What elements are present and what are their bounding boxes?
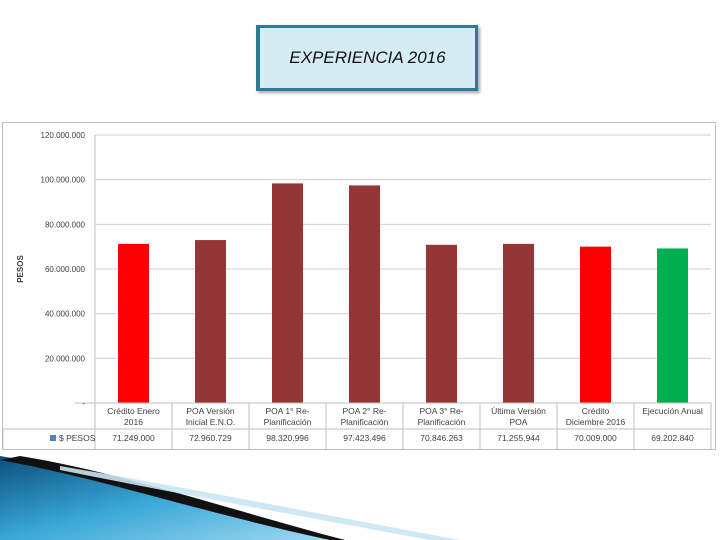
y-tick-label: 80.000.000: [45, 220, 86, 229]
bar: [195, 240, 226, 403]
category-label: POA 2° Re-: [342, 406, 386, 416]
category-label: Última Versión: [491, 406, 546, 416]
value-label: 69.202.840: [651, 433, 694, 443]
bar: [426, 244, 457, 403]
bar: [349, 185, 380, 403]
legend-label: $ PESOS: [59, 433, 96, 443]
y-tick-label: 40.000.000: [45, 310, 86, 319]
category-label: Ejecución Anual: [642, 406, 703, 416]
category-label: Crédito: [582, 406, 610, 416]
bar: [503, 243, 534, 403]
category-label: POA 3° Re-: [419, 406, 463, 416]
decorative-swoosh: [0, 456, 460, 540]
y-tick-label: 100.000.000: [41, 176, 86, 185]
category-label: POA Versión: [186, 406, 234, 416]
bar: [580, 246, 611, 403]
category-label: Planificación: [341, 417, 389, 427]
chart-frame: 120.000.000 100.000.000 80.000.000 60.000.0…: [2, 122, 716, 450]
value-label: 70.846.263: [420, 433, 463, 443]
legend-swatch: [50, 435, 56, 441]
bar: [272, 183, 303, 403]
category-label: POA 1° Re-: [265, 406, 309, 416]
value-label: 97.423.496: [343, 433, 386, 443]
category-label: Diciembre 2016: [566, 417, 626, 427]
title-box: EXPERIENCIA 2016: [256, 25, 478, 91]
category-label: Inicial E.N.O.: [186, 417, 236, 427]
y-axis-label: PESOS: [16, 255, 25, 283]
value-label: 72.960.729: [189, 433, 232, 443]
category-label: Planificación: [418, 417, 466, 427]
bar: [118, 243, 149, 403]
value-label: 71.255.944: [497, 433, 540, 443]
category-label: 2016: [124, 417, 143, 427]
y-tick-label: 20.000.000: [45, 354, 86, 363]
value-label: 71.249.000: [112, 433, 155, 443]
bar-chart: 120.000.000 100.000.000 80.000.000 60.000.0…: [2, 131, 712, 449]
category-label: POA: [510, 417, 528, 427]
value-label: 98.320.996: [266, 433, 309, 443]
bar: [657, 248, 688, 403]
category-label: Planificación: [264, 417, 312, 427]
y-tick-label: 120.000.000: [41, 131, 86, 140]
value-label: 70.009.000: [574, 433, 617, 443]
category-label: Crédito Enero: [107, 406, 160, 416]
y-tick-label: 60.000.000: [45, 265, 86, 274]
page-title: EXPERIENCIA 2016: [289, 48, 446, 67]
